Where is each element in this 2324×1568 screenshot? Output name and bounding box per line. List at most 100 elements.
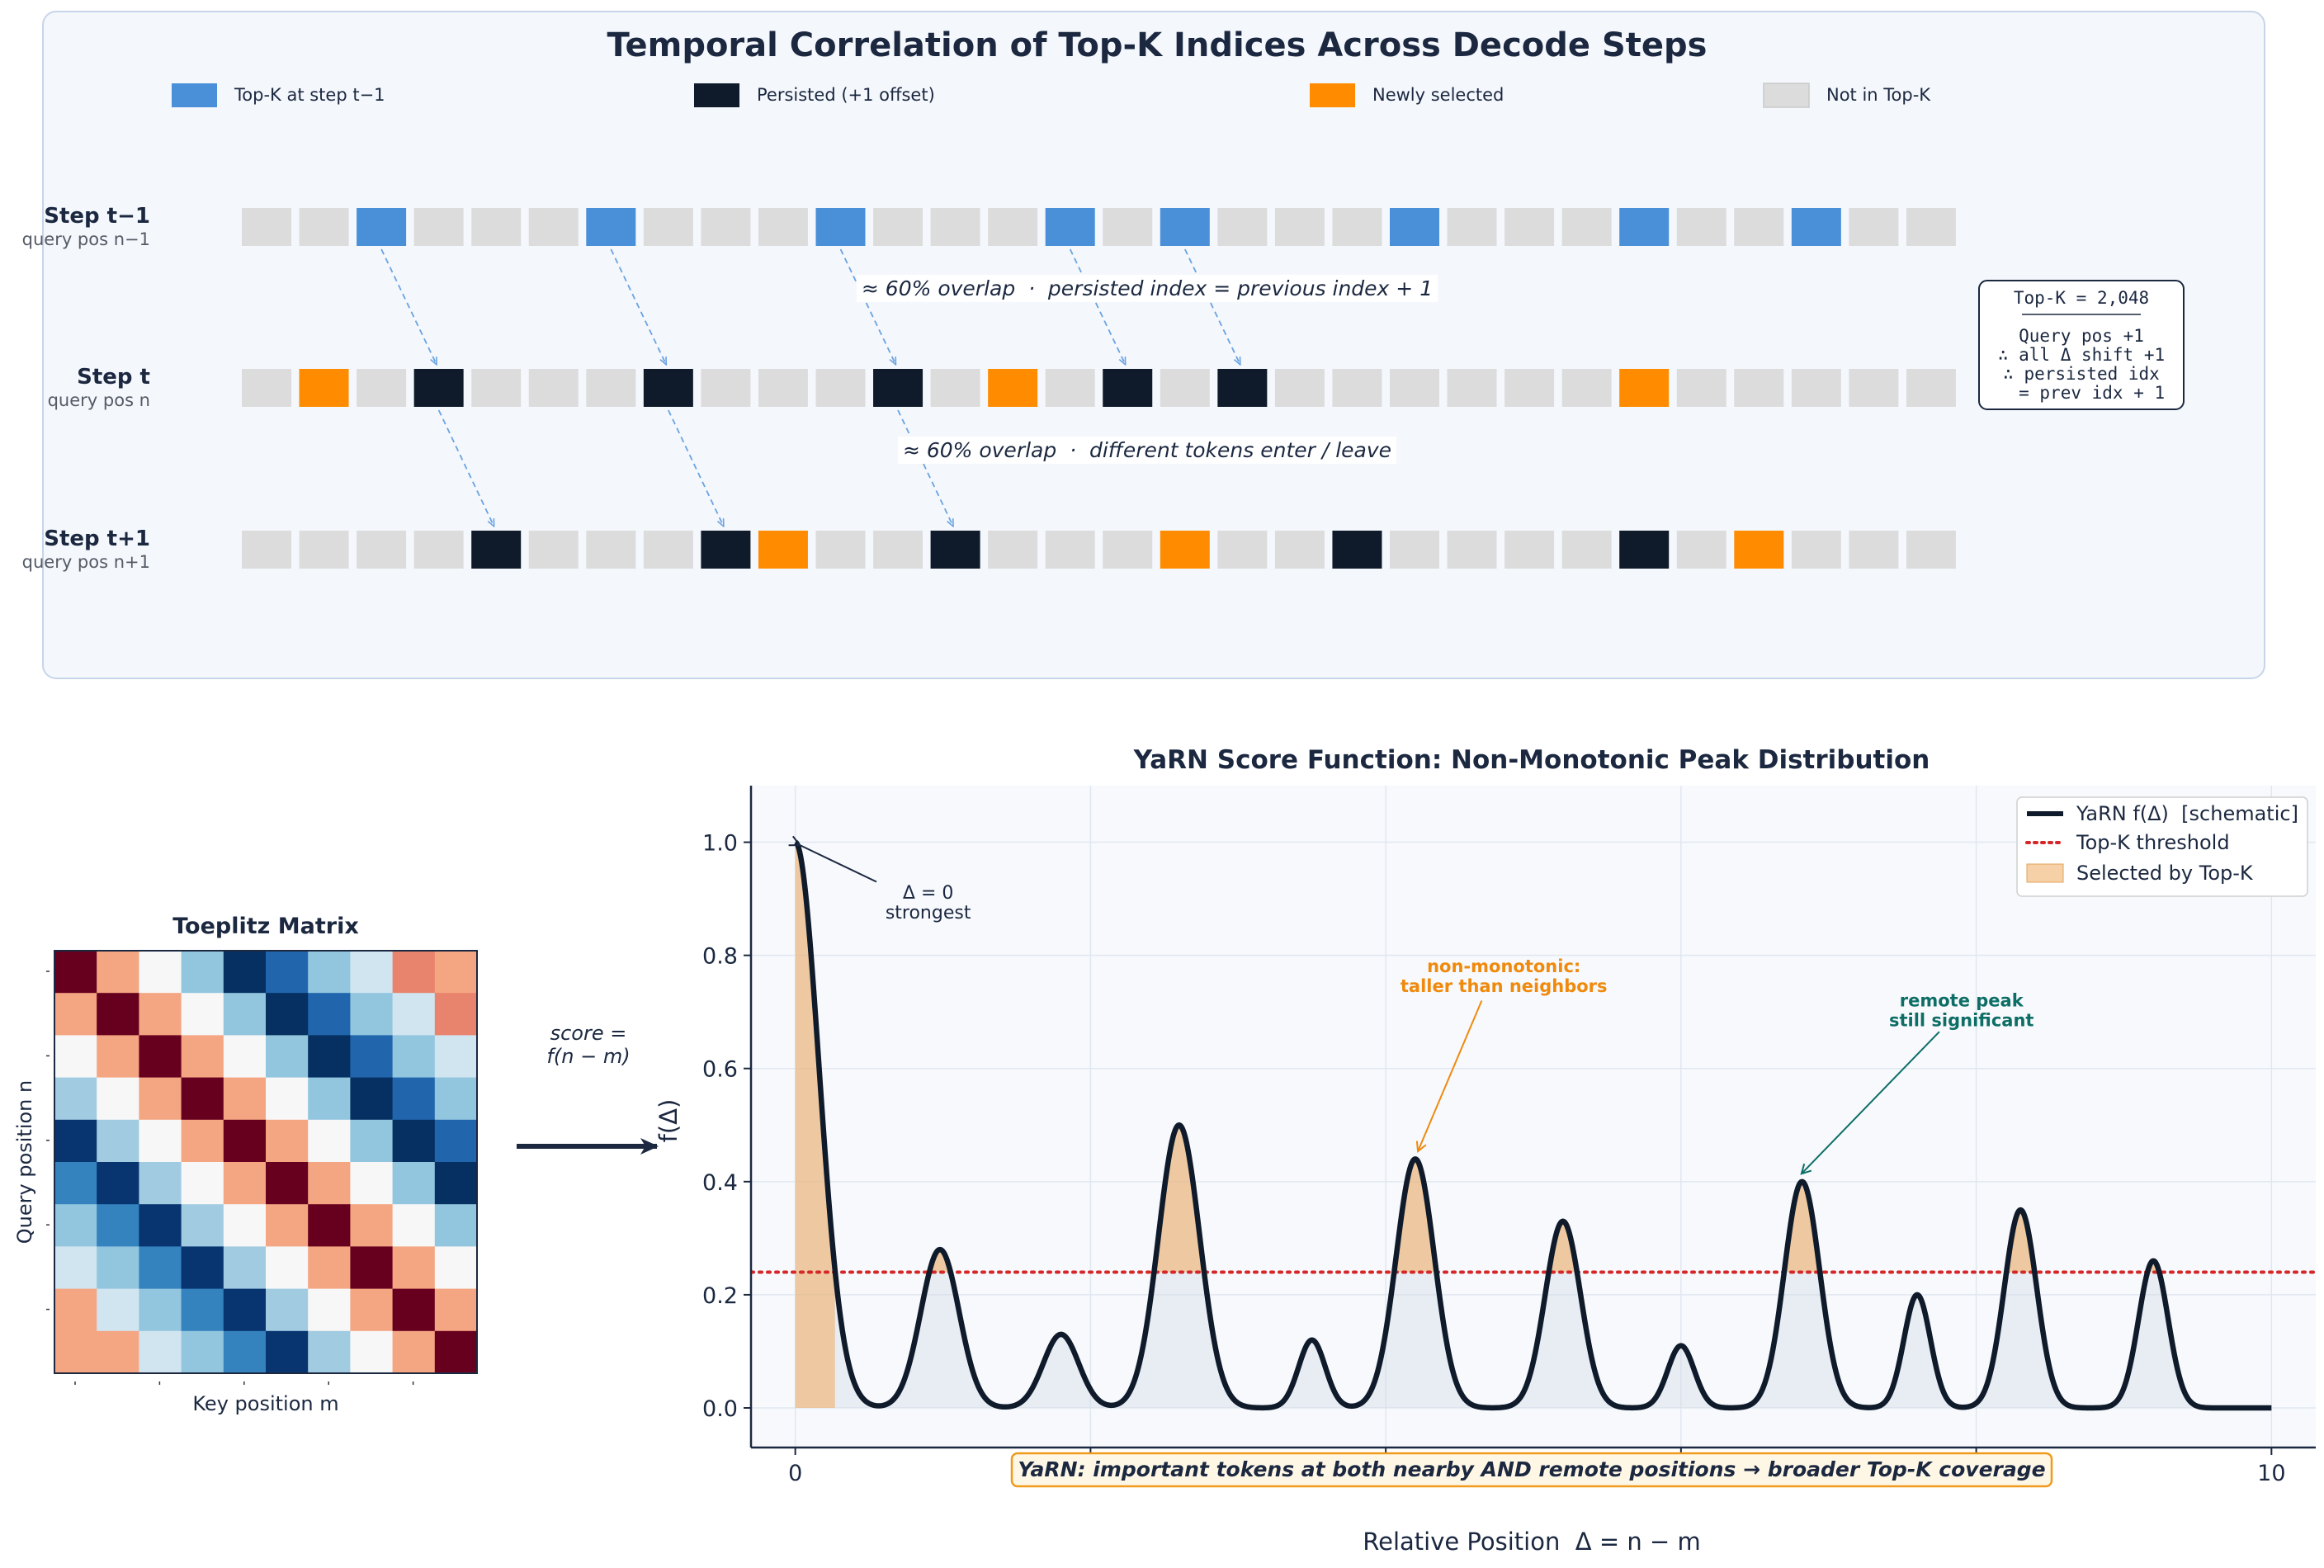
y-ticks: 0.0 0.2 0.4 0.6 0.8 1.0 <box>702 831 751 1422</box>
toeplitz-cell <box>223 1330 267 1374</box>
transition-arrow <box>437 409 494 526</box>
topk-cell <box>1849 369 1899 407</box>
toeplitz-cell <box>54 1035 97 1079</box>
topk-cell <box>873 208 923 246</box>
toeplitz-cell <box>97 1330 139 1374</box>
topk-cell <box>758 531 808 569</box>
topk-cell <box>1160 208 1210 246</box>
footer-note: YaRN: important tokens at both nearby AN… <box>1010 1452 2053 1488</box>
toeplitz-cell <box>266 1162 309 1205</box>
topk-cell <box>1561 369 1612 407</box>
toeplitz-cell <box>54 1288 97 1332</box>
transition-arrows-2 <box>437 409 953 526</box>
toeplitz-cell <box>392 1246 436 1290</box>
topk-cell <box>1045 369 1095 407</box>
topk-cell <box>1390 208 1439 246</box>
topk-cell <box>930 369 980 407</box>
selected-region <box>1395 1159 1436 1273</box>
toeplitz-cell <box>139 1288 182 1332</box>
topk-cell <box>1274 531 1325 569</box>
toeplitz-cell <box>54 993 97 1036</box>
toeplitz-cell <box>308 1119 351 1163</box>
topk-cell <box>1676 208 1726 246</box>
toeplitz-cell <box>97 1119 139 1163</box>
axes <box>749 786 2316 1449</box>
toeplitz-cell <box>434 1330 478 1374</box>
toeplitz-cell <box>181 1077 224 1121</box>
toeplitz-cell <box>223 1246 267 1290</box>
toeplitz-panel: Toeplitz Matrix Key position m Query pos… <box>13 914 659 1415</box>
annotation-remote-peak: remote peak still significant <box>1889 990 2034 1030</box>
topk-cell <box>930 208 980 246</box>
toeplitz-cell <box>308 1288 351 1332</box>
overlap-annotation-2: ≈ 60% overlap · different tokens enter /… <box>903 438 1391 462</box>
toeplitz-cell <box>434 993 478 1036</box>
overlap-annotation-1: ≈ 60% overlap · persisted index = previo… <box>862 276 1433 300</box>
toeplitz-ylabel: Query position n <box>13 1080 36 1244</box>
topk-cell <box>1906 369 1956 407</box>
toeplitz-cell <box>97 1204 139 1247</box>
toeplitz-cell <box>350 1035 394 1079</box>
toeplitz-cells <box>54 951 478 1374</box>
topk-cell <box>758 369 808 407</box>
topk-cell <box>528 369 579 407</box>
topk-cell <box>1103 369 1153 407</box>
toeplitz-cell <box>392 951 436 994</box>
toeplitz-cell <box>350 951 394 994</box>
transition-arrows-1 <box>380 248 1240 364</box>
toeplitz-cell <box>97 1077 139 1121</box>
y-tick-label: 0.2 <box>702 1283 738 1309</box>
topk-cell <box>1676 369 1726 407</box>
toeplitz-cell <box>266 1204 309 1247</box>
topk-cell <box>1332 369 1382 407</box>
legend-swatch <box>694 83 739 107</box>
toeplitz-cell <box>181 1204 224 1247</box>
selected-region <box>1154 1125 1204 1273</box>
legend-swatch-selected <box>2026 863 2064 883</box>
topk-cell <box>1447 208 1497 246</box>
overlap-annotation-bg <box>856 275 1438 302</box>
topk-cell <box>357 208 407 246</box>
info-box-line: Query pos +1 <box>2019 326 2144 346</box>
topk-cell <box>242 369 291 407</box>
chart-legend: YaRN f(Δ) [schematic] Top-K threshold Sele… <box>2016 796 2308 897</box>
toeplitz-cell <box>266 1119 309 1163</box>
toeplitz-cell <box>350 1077 394 1121</box>
y-tick-label: 0.6 <box>702 1057 738 1083</box>
topk-cell <box>1734 531 1784 569</box>
topk-cell <box>1504 369 1555 407</box>
topk-cell <box>1561 208 1612 246</box>
x-tick-label: 10 <box>2257 1461 2285 1486</box>
topk-cell <box>1447 369 1497 407</box>
topk-cell <box>1791 369 1841 407</box>
topk-cell <box>1619 369 1670 407</box>
toeplitz-cell <box>139 1035 182 1079</box>
topk-cell <box>1332 531 1382 569</box>
toeplitz-cell <box>223 1204 267 1247</box>
row-step-label: Step t <box>77 365 150 390</box>
topk-cell <box>988 531 1038 569</box>
toeplitz-cell <box>54 1330 97 1374</box>
topk-cell <box>413 531 464 569</box>
legend-swatch <box>1763 83 1810 108</box>
topk-info-box: Top-K = 2,048 Query pos +1∴ all Δ shift … <box>1978 280 2185 410</box>
topk-cell <box>357 531 407 569</box>
toeplitz-cell <box>308 1330 351 1374</box>
topk-cell-grid <box>242 208 1956 569</box>
transition-arrow <box>1183 248 1240 364</box>
toeplitz-cell <box>392 1119 436 1163</box>
row-step-label: Step t−1 <box>44 204 150 229</box>
topk-cell <box>1160 369 1210 407</box>
transition-arrow <box>380 248 437 364</box>
topk-cell <box>643 208 693 246</box>
toeplitz-cell <box>266 1288 309 1332</box>
topk-cell <box>1849 531 1899 569</box>
info-box-line: ∴ persisted idx <box>2003 364 2160 384</box>
topk-cell <box>815 208 866 246</box>
topk-cell <box>471 531 522 569</box>
toeplitz-cell <box>54 1204 97 1247</box>
toeplitz-cell <box>181 951 224 994</box>
info-box-title: Top-K = 2,048 <box>2014 288 2149 308</box>
topk-cell <box>1447 531 1497 569</box>
toeplitz-cell <box>434 1288 478 1332</box>
